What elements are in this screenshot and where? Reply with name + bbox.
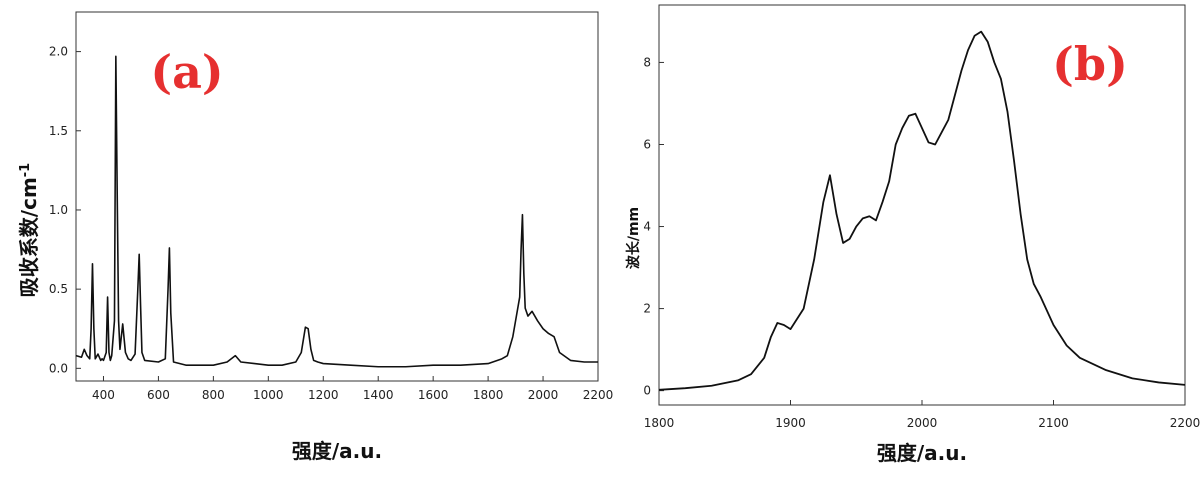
x-tick-label-a-6: 1600	[418, 388, 449, 402]
y-axis-title-b: 波长/mm	[625, 207, 642, 269]
y-tick-label-a-4: 2.0	[49, 45, 68, 59]
x-tick-label-b-1: 1900	[775, 416, 806, 430]
series-line-b	[658, 30, 1186, 391]
x-tick-label-a-2: 800	[202, 388, 225, 402]
x-axis-title-b: 强度/a.u.	[877, 441, 967, 465]
y-axis-title-a-sup: -1	[18, 163, 33, 177]
x-tick-label-a-4: 1200	[308, 388, 339, 402]
y-tick-label-a-1: 0.5	[49, 282, 68, 296]
y-tick-label-b-2: 4	[643, 220, 651, 234]
y-tick-label-b-1: 2	[643, 302, 651, 316]
plot-frame-a	[75, 11, 599, 382]
x-tick-label-a-8: 2000	[528, 388, 559, 402]
tick-group-b: 1800 1900 2000 2100 2200 0 2 4 6 8	[643, 55, 1200, 430]
y-tick-label-a-2: 1.0	[49, 203, 68, 217]
x-tick-label-b-4: 2200	[1170, 416, 1201, 430]
x-tick-label-b-3: 2100	[1038, 416, 1069, 430]
x-tick-label-a-5: 1400	[363, 388, 394, 402]
panel-b: 1800 1900 2000 2100 2200 0 2 4 6 8 (b) 强度/a.u. 波长…	[625, 4, 1200, 465]
panel-a: 400 600 800 1000 1200 1400 1600 1800 2000 2200 0.0…	[17, 11, 613, 463]
x-tick-label-a-7: 1800	[473, 388, 504, 402]
x-axis-title-a: 强度/a.u.	[292, 439, 382, 463]
x-tick-label-a-1: 600	[147, 388, 170, 402]
y-axis-title-a: 吸收系数/cm-1	[17, 163, 41, 297]
y-axis-title-a-main: 吸收系数/cm	[17, 177, 41, 297]
x-tick-label-a-0: 400	[92, 388, 115, 402]
y-tick-label-a-0: 0.0	[49, 361, 68, 375]
x-tick-label-a-3: 1000	[253, 388, 284, 402]
y-tick-label-b-0: 0	[643, 384, 651, 398]
series-line-a	[75, 55, 598, 368]
panel-label-b: (b)	[1052, 37, 1128, 91]
panel-label-a: (a)	[150, 45, 223, 99]
tick-group-a: 400 600 800 1000 1200 1400 1600 1800 2000 2200 0.0…	[49, 45, 613, 402]
x-tick-label-b-0: 1800	[644, 416, 675, 430]
x-tick-label-b-2: 2000	[907, 416, 938, 430]
y-tick-label-b-3: 6	[643, 137, 651, 151]
y-tick-label-b-4: 8	[643, 55, 651, 69]
y-tick-label-a-3: 1.5	[49, 124, 68, 138]
x-tick-label-a-9: 2200	[583, 388, 614, 402]
